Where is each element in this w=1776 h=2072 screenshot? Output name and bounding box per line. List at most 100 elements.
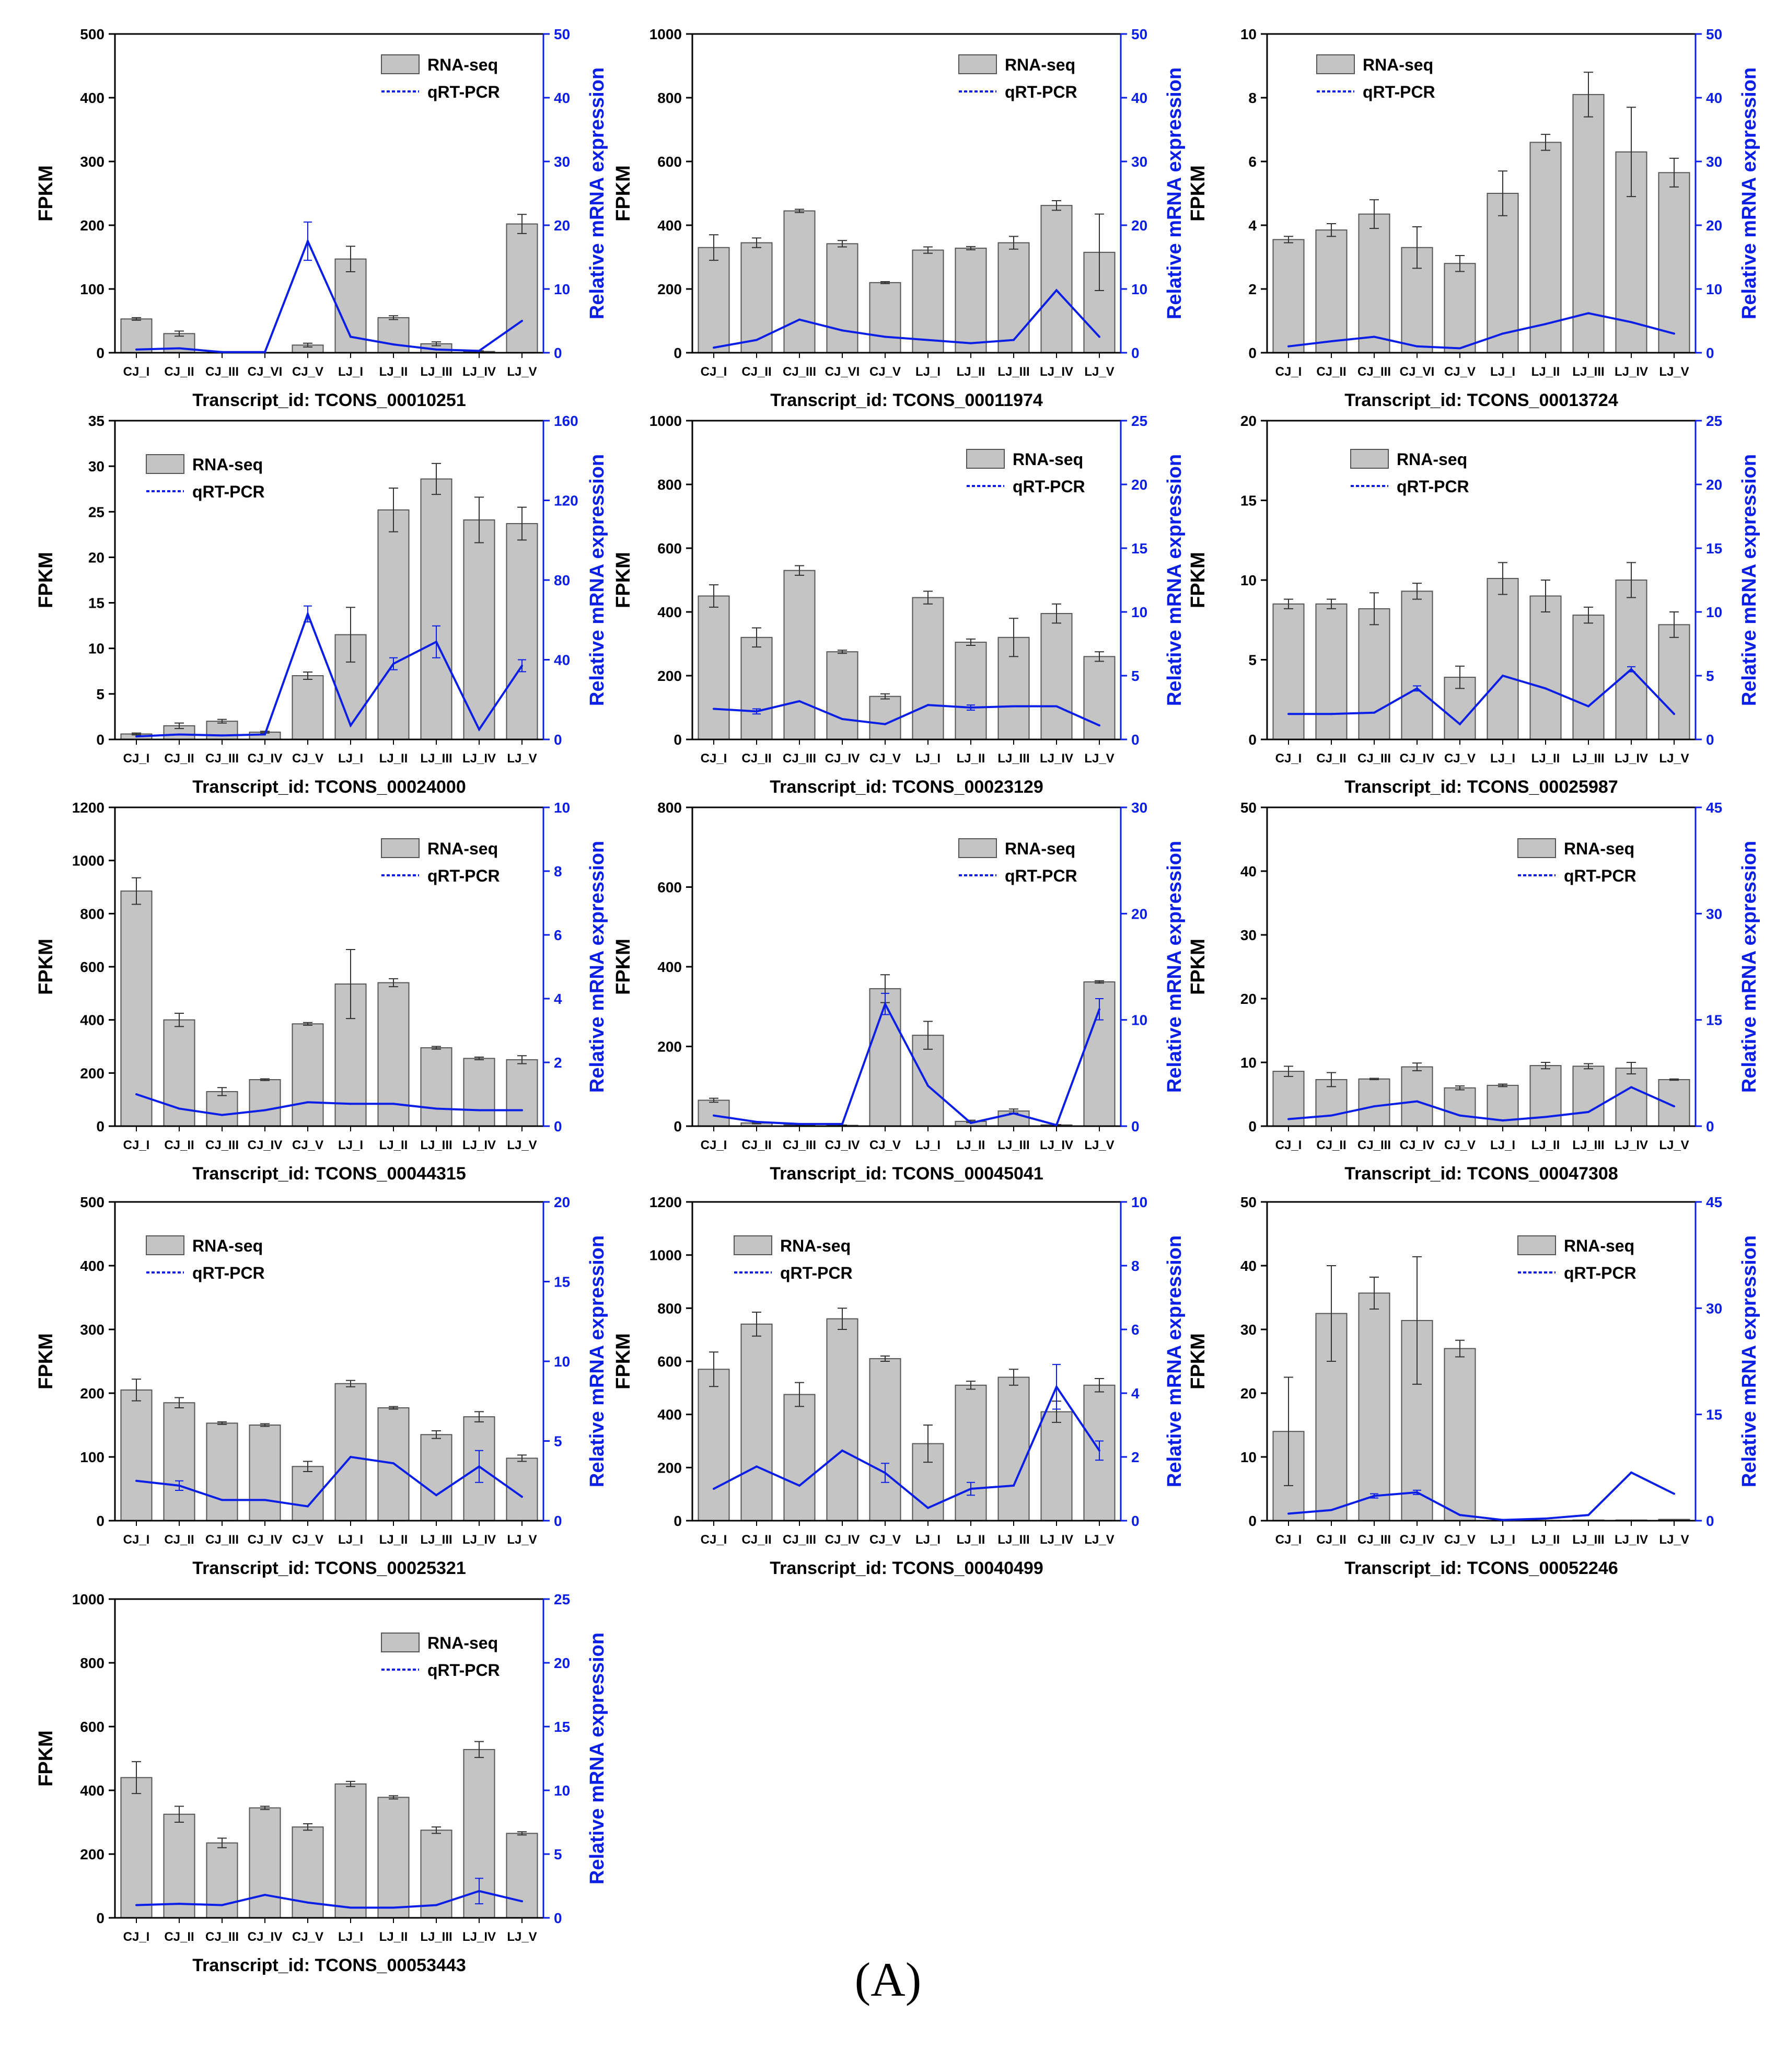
x-tick-label: CJ_IV [248,1930,283,1944]
qrt-pcr-line [136,1455,523,1508]
chart-xlabel: Transcript_id: TCONS_00025321 [192,1558,466,1578]
left-axis-title: FPKM [612,939,634,995]
legend-bar-swatch [1316,54,1355,74]
chart-xlabel: Transcript_id: TCONS_00053443 [192,1955,466,1975]
right-tick-label: 5 [554,1433,562,1450]
legend-qrt-pcr-label: qRT-PCR [192,1264,265,1282]
x-tick-label: CJ_III [205,1930,239,1944]
legend-rna-seq-label: RNA-seq [1564,1236,1634,1255]
left-tick-label: 400 [657,1407,682,1423]
x-tick-label: LJ_IV [462,1138,496,1152]
error-bar-LJ_V [517,1454,527,1462]
qrt-pcr-point-LJ_III [1013,339,1015,341]
x-tick-label: CJ_I [123,1138,150,1152]
qrt-pcr-point-LJ_I [350,724,352,727]
error-bar-CJ_III [795,565,804,576]
x-tick-label: LJ_IV [1615,751,1648,766]
qrt-pcr-point-LJ_V [521,1900,523,1903]
x-tick-label: LJ_IV [462,1533,496,1547]
error-bar-LJ_III [432,1430,441,1439]
legend-rna-seq-label: RNA-seq [427,839,498,858]
right-tick-label: 0 [1131,1118,1140,1135]
x-tick-label: LJ_II [1531,751,1560,766]
right-tick-label: 0 [1131,345,1140,361]
left-tick-label: 0 [674,732,682,748]
right-tick-label: 50 [1706,26,1722,42]
bar-LJ_III [1572,615,1605,740]
x-tick-label: CJ_III [205,1533,239,1547]
x-tick-label: CJ_I [1275,365,1302,379]
x-tick-label: LJ_II [379,751,408,766]
qrt-pcr-point-CJ_V [1459,347,1461,350]
chart-xlabel: Transcript_id: TCONS_00023129 [770,777,1043,797]
legend-rna-seq-label: RNA-seq [192,1236,263,1255]
left-tick-label: 400 [657,959,682,975]
legend-bar-swatch [381,838,420,858]
error-bar-CJ_I [132,732,141,736]
left-tick-label: 2 [1248,281,1257,297]
right-tick-label: 15 [1131,540,1147,557]
qrt-pcr-point-LJ_II [392,1906,394,1909]
x-tick-label: LJ_IV [462,751,496,766]
right-tick-label: 0 [554,1513,562,1529]
x-tick-label: CJ_III [783,1533,816,1547]
error-bar-LJ_I [923,1425,933,1463]
left-tick-label: 0 [96,732,105,748]
qrt-pcr-point-CJ_V [1459,723,1461,725]
error-bar-CJ_IV [1412,583,1422,600]
x-tick-label: LJ_V [507,365,537,379]
right-axis-title: Relative mRNA expression [1164,454,1186,706]
x-tick-label: LJ_III [420,751,452,766]
x-tick-label: CJ_IV [248,1138,283,1152]
qrt-pcr-line [136,1890,523,1909]
bar-LJ_IV [1040,613,1073,740]
bar-CJ_V [1444,1348,1476,1522]
left-tick-label: 0 [1248,1513,1257,1529]
left-tick-label: 600 [657,540,682,557]
bar-CJ_III [783,570,816,740]
legend-qrt-pcr-label: qRT-PCR [780,1264,853,1282]
qrt-pcr-point-CJ_I [135,1093,137,1095]
legend-bar-swatch [966,449,1005,469]
error-bar-LJ_I [923,246,933,254]
legend-rna-seq-label: RNA-seq [192,455,263,474]
qrt-pcr-point-CJ_III [221,1114,223,1116]
x-tick-label: CJ_II [1316,1138,1346,1152]
qrt-pcr-point-CJ_IV [264,1894,266,1896]
right-tick-label: 10 [1131,604,1147,620]
x-tick-label: LJ_IV [1615,365,1648,379]
bar-CJ_I [698,1369,730,1521]
bar-CJ_V [869,696,901,740]
error-bar-CJ_II [175,1397,184,1409]
bar-CJ_I [1272,239,1305,354]
x-tick-label: LJ_II [1531,365,1560,379]
right-tick-label: 160 [554,413,578,429]
qrt-pcr-point-LJ_III [435,348,437,351]
qrt-pcr-point-CJ_III [798,318,800,321]
x-tick-label: LJ_II [957,751,985,766]
legend-bar-swatch [146,1235,184,1255]
bar-LJ_IV [1040,205,1073,353]
qrt-pcr-point-CJ_I [135,1904,137,1906]
qrt-pcr-error [1095,1440,1104,1461]
x-tick-label: CJ_IV [248,751,283,766]
error-bar-LJ_IV [1627,107,1636,198]
bar-CJ_V [869,282,901,353]
right-tick-label: 40 [1706,90,1722,106]
qrt-pcr-point-CJ_III [221,1904,223,1906]
error-bar-LJ_V [1095,213,1104,292]
error-bar-LJ_I [923,591,933,605]
x-tick-label: LJ_I [338,365,363,379]
error-bar-LJ_V [517,1831,527,1836]
qrt-pcr-point-CJ_V [307,1505,309,1508]
right-tick-label: 20 [554,1194,570,1210]
qrt-pcr-point-LJ_III [1587,705,1589,708]
error-bar-LJ_I [1498,562,1507,595]
error-bar-LJ_IV [474,1056,484,1060]
legend-qrt-pcr-label: qRT-PCR [427,83,500,101]
left-tick-label: 600 [80,959,105,975]
left-tick-label: 600 [657,1353,682,1370]
bar-CJ_III [1358,213,1390,353]
x-tick-label: LJ_III [1572,751,1604,766]
x-tick-label: CJ_III [1357,365,1391,379]
